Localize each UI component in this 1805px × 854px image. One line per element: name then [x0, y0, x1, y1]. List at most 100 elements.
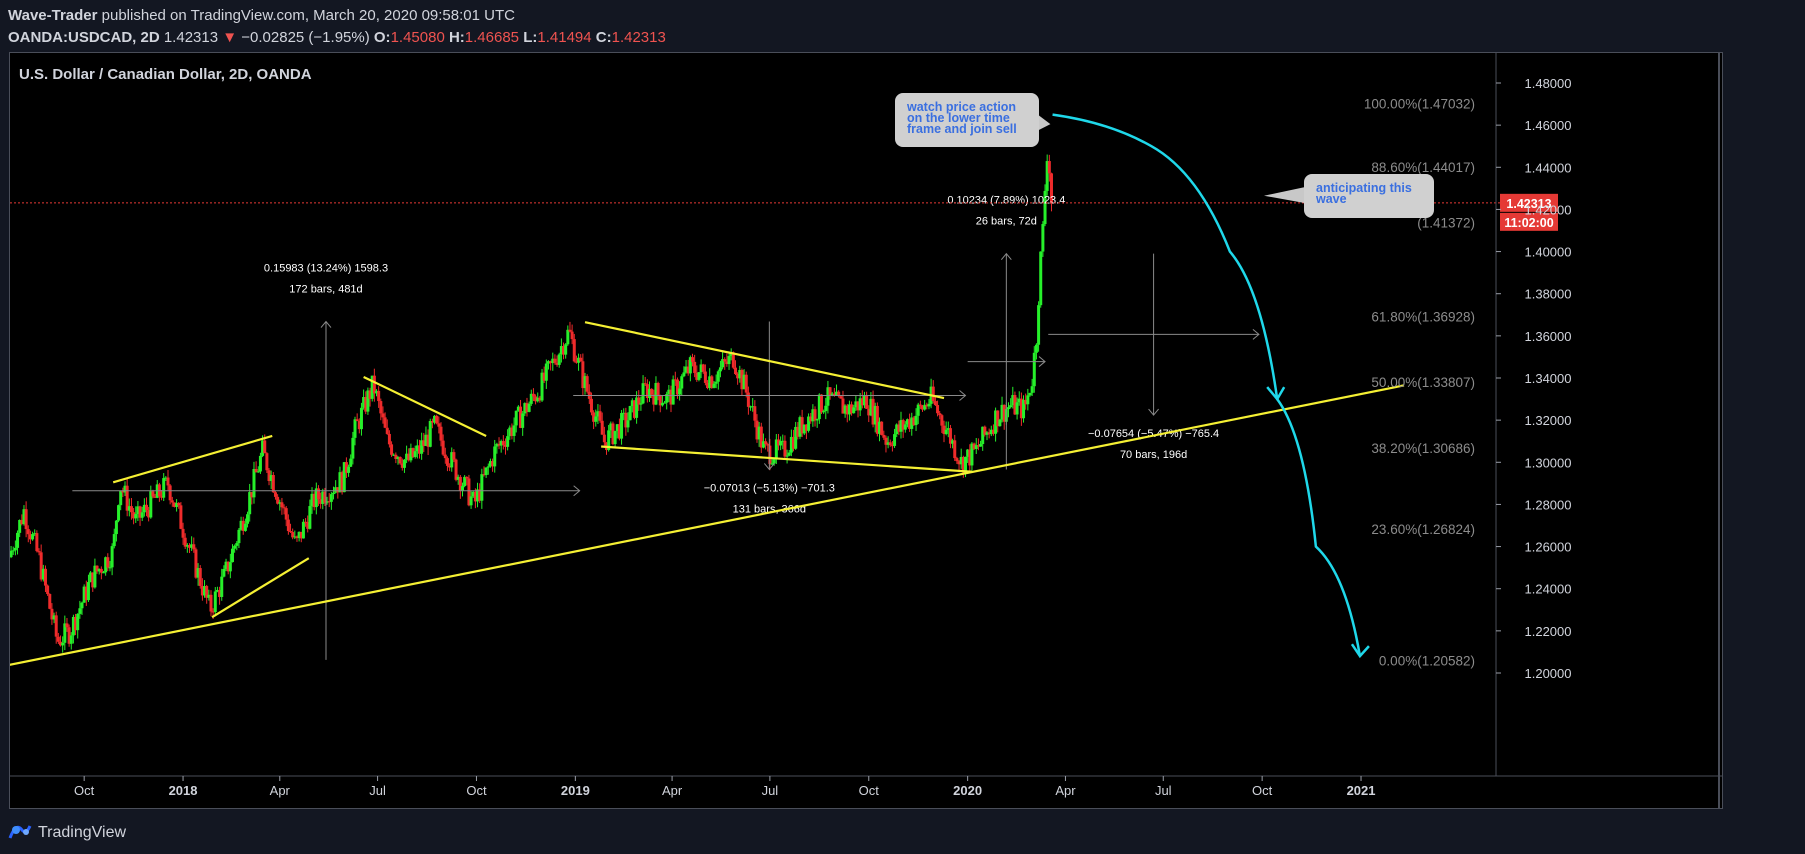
candle	[955, 458, 959, 462]
candle	[957, 461, 961, 465]
candle	[630, 400, 634, 407]
candle	[615, 424, 619, 431]
candle	[688, 357, 692, 374]
candle	[729, 352, 733, 357]
candle	[886, 442, 890, 445]
candle	[727, 356, 731, 365]
candle	[123, 485, 127, 493]
candle	[701, 364, 705, 372]
candle	[667, 389, 671, 395]
callout-watch-price	[895, 93, 1039, 147]
candle	[669, 389, 673, 405]
author-name[interactable]: Wave-Trader	[8, 7, 98, 24]
last-price: 1.42313	[163, 29, 219, 46]
candle	[897, 424, 901, 432]
y-tick-8: 1.34000	[1525, 371, 1572, 386]
candle	[54, 615, 58, 637]
candle	[693, 361, 697, 373]
close-label: C:	[595, 29, 612, 46]
candle	[482, 474, 486, 476]
candle	[970, 443, 974, 466]
y-tick-6: 1.38000	[1525, 287, 1572, 302]
candle	[241, 520, 245, 531]
fib-label-3: (1.41372)	[1417, 216, 1475, 231]
candle	[985, 432, 989, 435]
candle	[196, 568, 200, 578]
tradingview-logo-icon[interactable]	[8, 820, 32, 845]
candle	[168, 485, 172, 501]
candle	[405, 453, 409, 460]
candle	[901, 420, 905, 430]
candle	[753, 406, 757, 421]
candle	[454, 459, 458, 480]
candle	[880, 421, 884, 435]
symbol-info-bar: OANDA:USDCAD, 2D 1.42313 ▼ −0.02825 (−1.…	[8, 29, 666, 46]
candle	[936, 405, 940, 414]
y-tick-10: 1.30000	[1525, 455, 1572, 470]
footer-brand[interactable]: TradingView	[38, 823, 127, 841]
candle	[785, 455, 789, 457]
candle	[213, 591, 217, 613]
candle	[48, 594, 52, 609]
candle	[757, 426, 761, 440]
candle	[276, 496, 280, 504]
candle	[441, 440, 445, 455]
candle	[127, 506, 131, 511]
candle	[860, 398, 864, 406]
candle	[800, 417, 804, 434]
candle	[121, 490, 125, 493]
candle	[1043, 190, 1047, 225]
candle	[835, 391, 839, 396]
candle	[112, 534, 116, 547]
candle	[467, 478, 471, 506]
candle	[632, 400, 636, 418]
candle	[843, 405, 847, 414]
candle	[286, 519, 290, 532]
candle	[18, 520, 22, 533]
candle	[811, 409, 815, 422]
candle	[792, 436, 796, 449]
candle	[1009, 405, 1013, 408]
measurements: 0.15983 (13.24%) 1598.3 172 bars, 481d −0.…	[72, 195, 1260, 660]
candle	[538, 397, 542, 401]
candle	[764, 441, 768, 445]
candle	[882, 434, 886, 438]
candle	[203, 586, 207, 596]
x-tick-2: 2018	[169, 783, 198, 798]
candle	[527, 403, 531, 412]
chart-frame[interactable]: U.S. Dollar / Canadian Dollar, 2D, OANDA…	[5, 52, 1723, 809]
forecast-curve	[1052, 113, 1370, 659]
candle	[994, 410, 998, 434]
candle	[974, 445, 978, 449]
candle	[347, 466, 351, 473]
candle	[400, 463, 404, 468]
trendline-5	[584, 321, 945, 400]
candle	[972, 443, 976, 449]
candle	[895, 424, 899, 435]
candle	[291, 532, 295, 538]
candle	[830, 393, 834, 396]
candle	[643, 383, 647, 385]
candle	[448, 465, 452, 468]
candle	[925, 404, 929, 407]
candle	[439, 426, 443, 441]
price-chart[interactable]: U.S. Dollar / Canadian Dollar, 2D, OANDA…	[5, 53, 1722, 808]
candle	[594, 416, 598, 422]
candle	[953, 440, 957, 459]
candle	[796, 426, 800, 437]
open-value: 1.45080	[390, 29, 445, 46]
candle	[142, 504, 146, 513]
candle	[117, 505, 121, 521]
candle	[359, 407, 363, 430]
candle	[697, 372, 701, 380]
candle	[437, 423, 441, 427]
candle	[903, 424, 907, 430]
x-tick-13: Oct	[1252, 783, 1273, 798]
candle	[1000, 404, 1004, 420]
candle	[933, 401, 937, 406]
candle	[564, 344, 568, 355]
fib-label-4: 61.80%(1.36928)	[1371, 309, 1475, 324]
candle	[774, 439, 778, 459]
forecast-path	[1052, 113, 1362, 657]
candle	[822, 411, 826, 413]
